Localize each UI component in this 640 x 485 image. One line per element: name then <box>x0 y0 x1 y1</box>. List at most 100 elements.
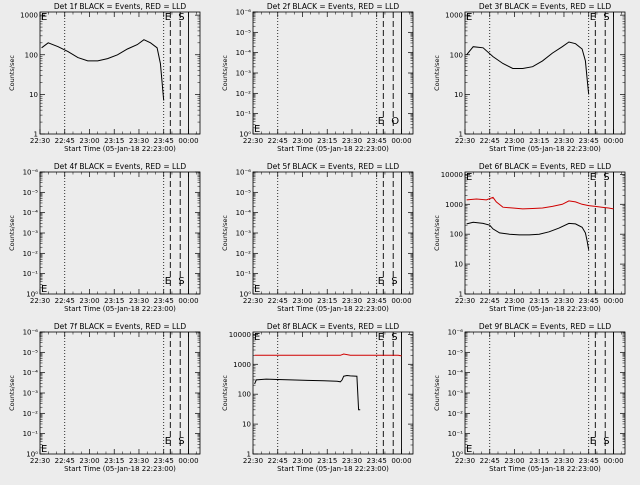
y-tick-label: 10⁻¹ <box>236 110 252 118</box>
y-axis-label: Counts/sec <box>433 55 441 91</box>
plot-frame <box>252 11 414 135</box>
y-tick-label: 10000 <box>229 331 251 339</box>
x-tick-label: 22:45 <box>55 457 75 465</box>
x-tick-label: 23:45 <box>154 137 174 145</box>
event-marker-label: E <box>41 12 47 23</box>
y-tick-label: 10⁻⁶ <box>236 9 252 17</box>
plot-frame <box>39 11 201 135</box>
x-tick-label: 23:30 <box>129 457 149 465</box>
x-tick-label: 23:15 <box>104 297 124 305</box>
y-tick-label: 10⁰ <box>451 451 463 459</box>
x-tick-label: 23:30 <box>554 137 574 145</box>
plot-frame <box>464 331 626 455</box>
series-line-events <box>254 374 361 411</box>
x-tick-label: 23:15 <box>104 137 124 145</box>
y-axis-label: Counts/sec <box>433 375 441 411</box>
x-tick-label: 23:00 <box>292 297 312 305</box>
x-tick-label: 23:00 <box>79 137 99 145</box>
x-tick-label: 22:30 <box>455 137 475 145</box>
x-tick-label: 22:45 <box>480 297 500 305</box>
y-tick-label: 1 <box>459 131 463 139</box>
y-tick-label: 10⁻¹ <box>23 270 39 278</box>
x-tick-label: 22:30 <box>455 457 475 465</box>
event-marker-label: E <box>165 436 171 447</box>
y-tick-label: 10⁻² <box>448 410 464 418</box>
x-tick-label: 00:00 <box>178 457 198 465</box>
detector-panel-9: Det 9f BLACK = Events, RED = LLD 10⁰ 10⁻¹ 1… <box>433 322 626 473</box>
x-tick-label: 22:30 <box>243 457 263 465</box>
x-tick-label: 23:15 <box>317 297 337 305</box>
x-tick-label: 00:00 <box>178 297 198 305</box>
x-tick-label: 23:45 <box>579 137 599 145</box>
plot-frame <box>464 171 626 295</box>
event-marker-label: E <box>378 332 384 343</box>
x-tick-label: 00:00 <box>603 457 623 465</box>
x-tick-label: 23:00 <box>292 457 312 465</box>
y-tick-label: 10⁻⁴ <box>23 369 39 377</box>
y-axis-label: Counts/sec <box>8 375 16 411</box>
plot-frame <box>39 171 201 295</box>
event-marker-label: E <box>590 12 596 23</box>
x-axis-label: Start Time (05-Jan-18 22:23:00) <box>489 465 601 473</box>
x-axis-label: Start Time (05-Jan-18 22:23:00) <box>64 305 176 313</box>
x-tick-label: 23:45 <box>367 137 387 145</box>
x-tick-label: 22:30 <box>455 297 475 305</box>
series-line-lld <box>254 353 402 357</box>
y-tick-label: 10 <box>454 91 463 99</box>
x-tick-label: 23:00 <box>504 297 524 305</box>
x-tick-label: 23:30 <box>342 457 362 465</box>
x-tick-label: 22:30 <box>30 137 50 145</box>
event-marker-label: E <box>165 12 171 23</box>
y-tick-label: 1 <box>247 451 251 459</box>
detector-panel-3: Det 3f BLACK = Events, RED = LLD 1 10 100 10… <box>433 2 626 153</box>
x-tick-label: 22:30 <box>30 457 50 465</box>
y-tick-label: 10 <box>242 421 251 429</box>
x-tick-label: 23:15 <box>104 457 124 465</box>
x-tick-label: 22:45 <box>268 137 288 145</box>
x-tick-label: 23:45 <box>579 297 599 305</box>
y-tick-label: 100 <box>25 51 38 59</box>
x-tick-label: 22:45 <box>55 297 75 305</box>
x-tick-label: 00:00 <box>391 297 411 305</box>
series-line-events <box>41 39 165 101</box>
x-tick-label: 22:45 <box>480 457 500 465</box>
y-tick-label: 1000 <box>445 12 463 20</box>
y-tick-label: 100 <box>450 51 463 59</box>
event-marker-label: E <box>590 436 596 447</box>
y-tick-label: 10⁻⁴ <box>448 369 464 377</box>
x-tick-label: 23:30 <box>554 457 574 465</box>
event-marker-label: S <box>603 436 609 447</box>
detector-panel-8: Det 8f BLACK = Events, RED = LLD 1 10 100 10… <box>221 322 414 473</box>
y-axis-label: Counts/sec <box>8 55 16 91</box>
event-marker-label: E <box>41 284 47 295</box>
y-axis-label: Counts/sec <box>221 375 229 411</box>
panel-title: Det 5f BLACK = Events, RED = LLD <box>267 162 400 171</box>
panel-title: Det 4f BLACK = Events, RED = LLD <box>54 162 187 171</box>
event-marker-label: E <box>254 124 260 135</box>
x-tick-label: 00:00 <box>603 137 623 145</box>
x-tick-label: 00:00 <box>178 137 198 145</box>
x-tick-label: 23:15 <box>529 297 549 305</box>
event-marker-label: S <box>178 276 184 287</box>
y-tick-label: 10⁻⁴ <box>236 49 252 57</box>
x-tick-label: 00:00 <box>391 137 411 145</box>
x-axis-label: Start Time (05-Jan-18 22:23:00) <box>277 145 389 153</box>
y-tick-label: 10⁻⁵ <box>236 189 252 197</box>
x-tick-label: 23:30 <box>129 137 149 145</box>
x-axis-label: Start Time (05-Jan-18 22:23:00) <box>277 305 389 313</box>
x-axis-label: Start Time (05-Jan-18 22:23:00) <box>489 145 601 153</box>
y-tick-label: 10⁻¹ <box>448 430 464 438</box>
series-line-events <box>466 41 590 95</box>
event-marker-label: E <box>254 284 260 295</box>
x-axis-label: Start Time (05-Jan-18 22:23:00) <box>277 465 389 473</box>
x-axis-label: Start Time (05-Jan-18 22:23:00) <box>64 465 176 473</box>
y-tick-label: 10⁻⁴ <box>23 209 39 217</box>
x-tick-label: 23:45 <box>367 457 387 465</box>
x-tick-label: 22:30 <box>243 137 263 145</box>
plot-frame <box>252 331 414 455</box>
y-tick-label: 10⁻⁴ <box>236 209 252 217</box>
event-marker-label: S <box>178 436 184 447</box>
panel-title: Det 6f BLACK = Events, RED = LLD <box>479 162 612 171</box>
y-axis-label: Counts/sec <box>221 215 229 251</box>
